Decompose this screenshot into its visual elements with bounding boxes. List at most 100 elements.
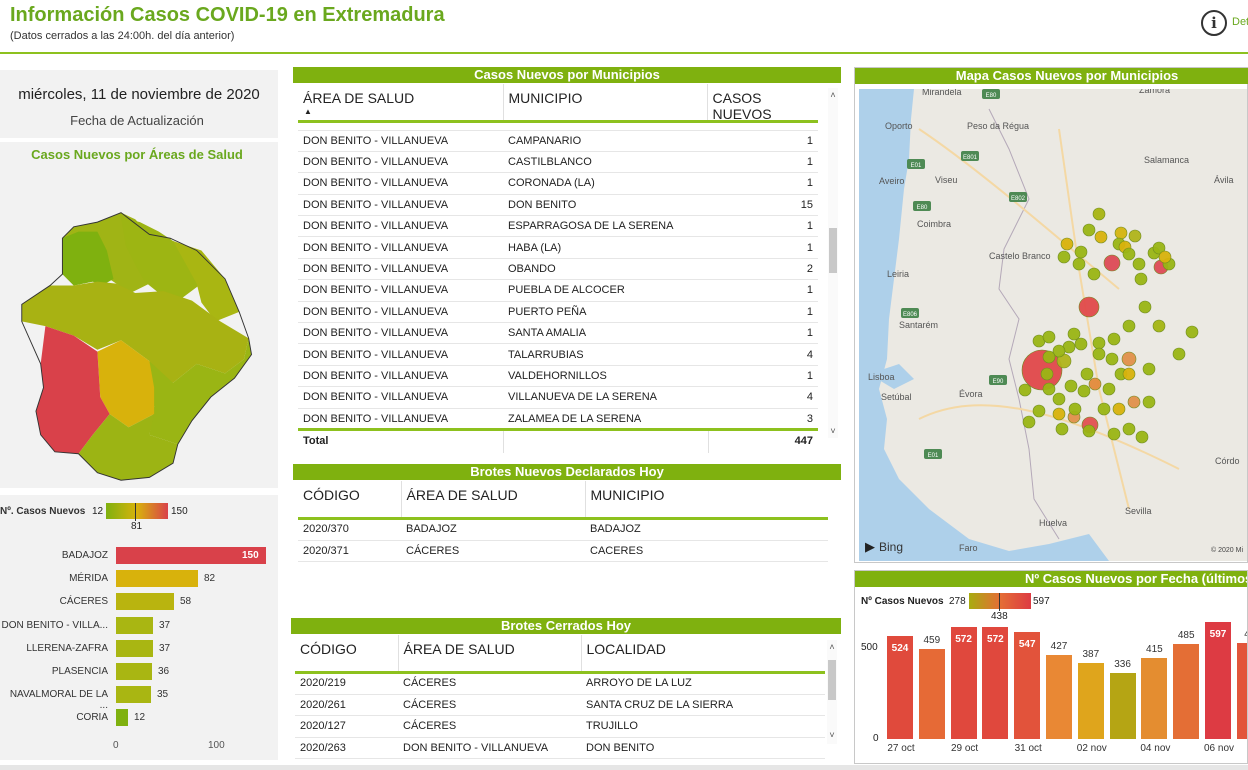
map-bubble[interactable] [1105,352,1119,366]
map-bubble[interactable] [1122,319,1136,333]
map-bubble[interactable] [1122,422,1136,436]
map-bubble[interactable] [1074,245,1088,259]
map-bubble[interactable] [1128,229,1142,243]
map-bubble[interactable] [1042,382,1056,396]
map-bubble[interactable] [1087,267,1101,281]
brotes-cerrados-scrollbar[interactable]: ˄ ˅ [827,640,837,744]
map-bubble[interactable] [1077,384,1091,398]
brotes-nuevos-row[interactable]: 2020/371 CÁCERES CACERES [298,540,828,563]
date-bar[interactable] [982,626,1009,739]
map-bubble[interactable] [1092,207,1106,221]
map-bubble[interactable] [1107,427,1121,441]
date-bar[interactable] [1205,621,1231,739]
info-icon[interactable]: i [1201,10,1227,36]
municipios-row[interactable]: DON BENITO - VILLANUEVA OBANDO 2 [298,258,818,281]
municipios-row[interactable]: DON BENITO - VILLANUEVA PUEBLA DE ALCOCER… [298,279,818,302]
date-bar[interactable] [950,626,977,739]
municipios-row[interactable]: DON BENITO - VILLANUEVA HABA (LA) 1 [298,236,818,259]
brotes-cerrados-header-localidad[interactable]: LOCALIDAD [586,641,666,657]
map-bubble[interactable] [1121,351,1137,367]
map-bubble[interactable] [1092,347,1106,361]
map-bubble[interactable] [1132,257,1146,271]
map-bubble[interactable] [1097,402,1111,416]
map-bubble[interactable] [1074,337,1088,351]
municipios-row[interactable]: DON BENITO - VILLANUEVA CORONADA (LA) 1 [298,172,818,195]
municipios-row[interactable]: DON BENITO - VILLANUEVA ZALAMEA DE LA SER… [298,408,818,430]
municipios-header-area[interactable]: ÁREA DE SALUD [298,84,504,122]
date-bar[interactable] [1236,642,1247,739]
map-bubble[interactable] [1112,402,1126,416]
map-bubble[interactable] [1185,325,1199,339]
map-bubble[interactable] [1135,430,1149,444]
map-bubble[interactable] [1057,250,1071,264]
municipios-scrollbar[interactable]: ˄ ˅ [828,88,838,438]
map-bubble[interactable] [1088,377,1102,391]
municipios-row[interactable]: DON BENITO - VILLANUEVA ESPARRAGOSA DE LA… [298,215,818,238]
map-bubble[interactable] [1158,250,1172,264]
map-bubble[interactable] [1142,395,1156,409]
date-bar[interactable] [1109,673,1136,739]
map-bubble[interactable] [1082,223,1096,237]
scroll-up-icon[interactable]: ˄ [829,642,835,652]
map-bubble[interactable] [1042,350,1056,364]
brotes-cerrados-row[interactable]: 2020/127 CÁCERES TRUJILLO [295,715,825,738]
brotes-cerrados-row[interactable]: 2020/263 DON BENITO - VILLANUEVA DON BENIT… [295,737,825,760]
map-bubble[interactable] [1060,237,1074,251]
brotes-cerrados-header-area[interactable]: ÁREA DE SALUD [398,635,582,673]
map-bubble[interactable] [1138,300,1152,314]
areas-choropleth-map[interactable] [0,172,278,484]
date-bar[interactable] [1014,631,1041,739]
scroll-up-icon[interactable]: ˄ [830,90,836,100]
areas-bar[interactable] [116,639,153,657]
municipios-header-municipio[interactable]: MUNICIPIO [503,84,708,122]
map-bubble[interactable] [1052,407,1066,421]
brotes-nuevos-row[interactable]: 2020/370 BADAJOZ BADAJOZ [298,519,828,541]
map-bubble[interactable] [1092,336,1106,350]
date-bar[interactable] [1173,643,1200,739]
date-bar[interactable] [1141,657,1168,739]
map-bubble[interactable] [1094,230,1108,244]
areas-bar[interactable] [116,547,266,564]
municipios-row[interactable]: DON BENITO - VILLANUEVA PUERTO PEÑA 1 [298,301,818,324]
municipios-row[interactable]: DON BENITO - VILLANUEVA CASTILBLANCO 1 [298,151,818,174]
map-bubble[interactable] [1172,347,1186,361]
bubble-map[interactable]: Mirandela Zamora Oporto Peso da Régua Aveiro… [859,89,1247,561]
map-bubble[interactable] [1122,367,1136,381]
date-bar[interactable] [887,636,913,739]
map-bubble[interactable] [1103,254,1121,272]
municipios-row[interactable]: DON BENITO - VILLANUEVA VALDEHORNILLOS 1 [298,365,818,388]
municipios-row[interactable]: DON BENITO - VILLANUEVA VILLANUEVA DE LA … [298,386,818,409]
map-bubble[interactable] [1068,402,1082,416]
scroll-down-icon[interactable]: ˅ [830,426,836,436]
map-bubble[interactable] [1064,379,1078,393]
brotes-nuevos-header-area[interactable]: ÁREA DE SALUD [401,481,586,519]
areas-bar[interactable] [116,709,128,727]
map-bubble[interactable] [1142,362,1156,376]
map-bubbles[interactable] [1018,207,1199,444]
areas-bar[interactable] [116,593,174,611]
municipios-row[interactable]: DON BENITO - VILLANUEVA CAMPANARIO 1 [298,130,818,152]
map-bubble[interactable] [1134,272,1148,286]
map-bubble[interactable] [1082,424,1096,438]
brotes-cerrados-header-codigo[interactable]: CÓDIGO [295,635,399,673]
map-bubble[interactable] [1055,422,1069,436]
municipios-row[interactable]: DON BENITO - VILLANUEVA DON BENITO 15 [298,194,818,217]
sort-arrow-icon[interactable]: ▲ [304,107,312,116]
map-bubble[interactable] [1067,327,1081,341]
brotes-nuevos-header-codigo[interactable]: CÓDIGO [298,481,402,519]
map-bubble[interactable] [1078,296,1100,318]
map-bubble[interactable] [1052,392,1066,406]
date-bar[interactable] [918,649,945,739]
date-bar[interactable] [1077,663,1104,739]
map-bubble[interactable] [1042,330,1056,344]
areas-bar[interactable] [116,616,153,634]
map-bubble[interactable] [1052,344,1066,358]
info-link[interactable]: Det [1232,16,1248,28]
map-bubble[interactable] [1122,247,1136,261]
municipios-row[interactable]: DON BENITO - VILLANUEVA SANTA AMALIA 1 [298,322,818,345]
areas-bar[interactable] [116,686,151,704]
map-bubble[interactable] [1022,415,1036,429]
map-bubble[interactable] [1152,319,1166,333]
map-bubble[interactable] [1107,332,1121,346]
brotes-nuevos-header-municipio[interactable]: MUNICIPIO [590,487,665,503]
